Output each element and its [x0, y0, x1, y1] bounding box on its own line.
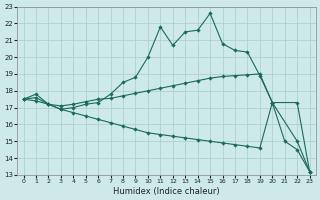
X-axis label: Humidex (Indice chaleur): Humidex (Indice chaleur) [113, 187, 220, 196]
